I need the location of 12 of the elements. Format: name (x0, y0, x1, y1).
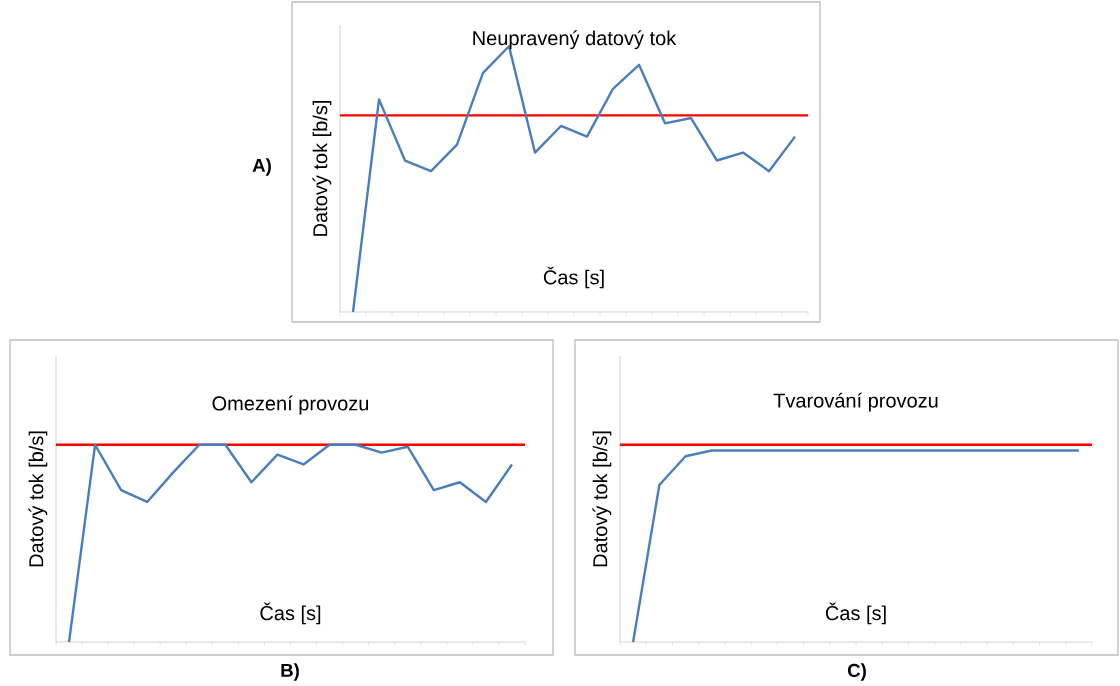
x-axis-title: Čas [s] (260, 602, 321, 625)
chart-title: Tvarování provozu (773, 392, 938, 412)
text: C) (847, 663, 866, 681)
y-axis-title: Datový tok [b/s] (312, 101, 332, 236)
y-axis-title: Datový tok [b/s] (28, 431, 48, 567)
text: B) (281, 663, 299, 681)
chart-title: Omezení provozu (212, 395, 369, 415)
y-axis-title: Datový tok [b/s] (592, 431, 612, 567)
x-axis-title: Čas [s] (543, 266, 604, 289)
chart-title: Neupravený datový tok (473, 30, 677, 50)
x-axis-title: Čas [s] (825, 602, 886, 625)
text: A) (252, 158, 271, 176)
